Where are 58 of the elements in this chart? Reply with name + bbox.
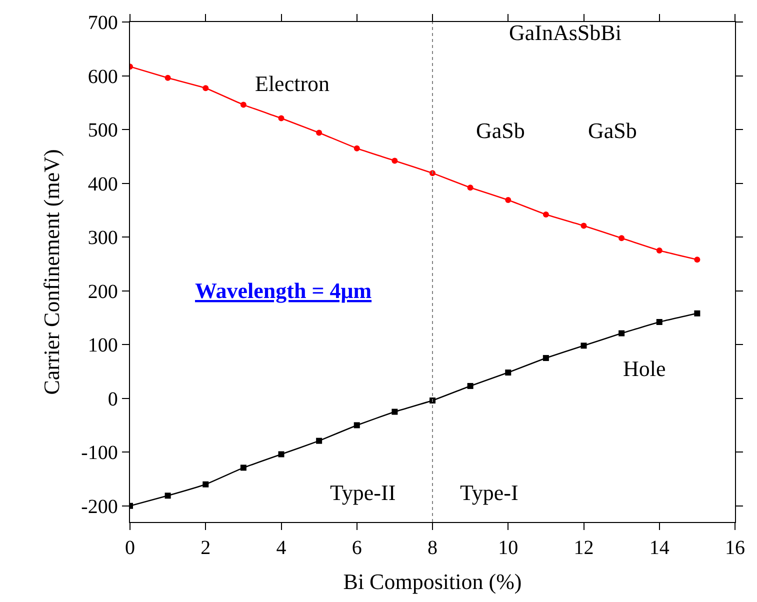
y-axis-title: Carrier Confinement (meV) — [38, 149, 64, 395]
x-tick-label: 12 — [574, 537, 594, 560]
point — [618, 235, 625, 242]
x-tick-label: 0 — [125, 537, 135, 560]
point — [164, 492, 171, 499]
point — [694, 256, 700, 263]
point — [467, 184, 474, 191]
y-tick-label: 500 — [88, 120, 118, 142]
y-tick-label: 300 — [88, 227, 118, 250]
point — [694, 310, 700, 316]
point — [656, 247, 662, 254]
y-tick-label: 200 — [88, 280, 118, 303]
x-tick-label: 16 — [725, 537, 745, 560]
x-tick-label: 6 — [352, 537, 362, 560]
annotation: GaInAsSbBi — [509, 20, 622, 45]
x-tick-label: 10 — [498, 537, 518, 560]
x-tick-label: 14 — [649, 537, 670, 560]
series-label: Hole — [623, 356, 666, 381]
point — [278, 115, 284, 122]
point — [542, 211, 549, 218]
y-tick-label: 0 — [108, 388, 118, 410]
point — [202, 85, 209, 92]
y-tick-label: -200 — [81, 496, 118, 518]
y-tick-label: -100 — [81, 442, 118, 464]
point — [505, 370, 512, 376]
annotation: Type-II — [330, 480, 396, 505]
point — [467, 382, 474, 389]
y-tick-label: 400 — [88, 173, 118, 196]
annotation: Wavelength = 4μm — [195, 278, 372, 303]
y-tick-label: 600 — [88, 66, 118, 88]
point — [656, 319, 662, 325]
annotation: GaSb — [476, 118, 525, 143]
point — [316, 130, 322, 136]
x-tick-label: 2 — [200, 537, 211, 560]
point — [202, 481, 209, 488]
x-tick-label: 8 — [428, 537, 438, 560]
y-tick-label: 700 — [88, 12, 118, 34]
point — [430, 397, 436, 404]
point — [354, 145, 360, 152]
point — [316, 438, 322, 444]
x-axis-title: Bi Composition (%) — [343, 569, 522, 594]
series-label: Electron — [255, 71, 330, 96]
point — [392, 158, 398, 164]
point — [278, 451, 284, 458]
x-tick-label: 4 — [276, 537, 286, 560]
y-tick-label: 100 — [88, 334, 118, 357]
annotation: Type-I — [460, 480, 518, 505]
point — [240, 102, 246, 108]
point — [354, 422, 360, 428]
point — [505, 196, 512, 203]
point — [580, 342, 587, 349]
annotation: GaSb — [588, 118, 637, 143]
point — [392, 408, 398, 415]
point — [240, 464, 246, 471]
point — [542, 355, 549, 362]
point — [580, 222, 587, 229]
point — [618, 330, 625, 336]
point — [164, 74, 171, 81]
